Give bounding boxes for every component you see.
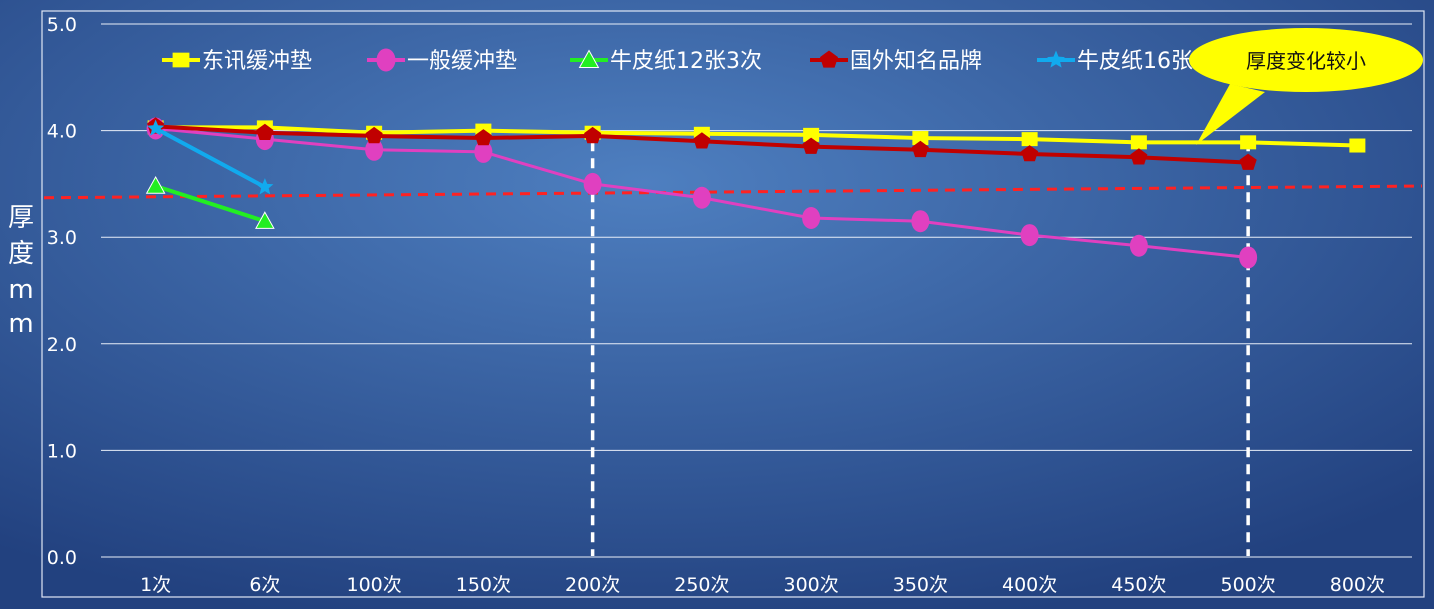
pentagon-marker [584,126,602,144]
pentagon-marker [365,126,383,144]
x-tick-label: 350次 [893,574,948,596]
plot-border [41,10,1425,598]
square-marker [1021,132,1038,147]
x-tick-label: 500次 [1220,574,1275,596]
square-marker [1130,135,1147,150]
star-marker [147,119,165,136]
circle-marker [1129,234,1148,257]
square-marker [912,131,929,146]
legend-item: 国外知名品牌 [810,49,982,74]
x-tick-label: 300次 [783,574,838,596]
square-marker [1349,138,1366,153]
square-marker [803,127,820,142]
callout-bubble [1189,28,1423,92]
circle-marker [474,140,493,163]
x-tick-label: 250次 [674,574,729,596]
legend-label: 牛皮纸12张3次 [610,49,762,74]
circle-marker [802,207,821,230]
series-line [154,126,266,189]
circle-marker [376,48,396,72]
y-axis-label-char: 厚 [8,203,34,233]
series-star [147,119,274,195]
pentagon-marker [256,123,274,140]
star-marker [256,178,274,195]
square-marker [1240,135,1257,150]
series-triangle [145,176,275,229]
x-tick-label: 1次 [140,574,171,596]
pentagon-marker [802,137,820,154]
y-tick-label: 0.0 [47,547,77,569]
y-axis-label-char: m [8,309,33,339]
x-tick-label: 800次 [1330,574,1385,596]
legend-label: 国外知名品牌 [850,49,982,74]
series-line [155,184,266,224]
circle-marker [1239,246,1258,269]
x-tick-label: 200次 [565,574,620,596]
pentagon-marker [474,129,492,146]
legend-item: 东讯缓冲垫 [162,49,312,74]
circle-marker [692,186,711,209]
pentagon-marker [1239,153,1257,170]
y-tick-label: 5.0 [47,14,77,36]
x-tick-label: 150次 [456,574,511,596]
y-tick-label: 3.0 [47,227,77,249]
pentagon-marker [693,132,711,149]
callout-text: 厚度变化较小 [1246,49,1366,73]
reference-dashed-line [43,184,1423,200]
circle-marker [583,172,602,195]
circle-marker [911,210,930,233]
x-tick-label: 100次 [346,574,401,596]
square-marker [172,52,190,68]
y-axis-label-char: m [8,275,33,305]
y-tick-label: 1.0 [47,440,77,462]
pentagon-marker [911,140,929,158]
callout-pointer [1196,84,1265,145]
legend-item: 牛皮纸12张3次 [570,49,762,74]
legend-label: 一般缓冲垫 [407,49,517,74]
x-tick-label: 450次 [1111,574,1166,596]
pentagon-marker [1130,148,1148,165]
pentagon-marker [820,50,838,68]
triangle-marker [255,211,275,229]
pentagon-marker [1021,145,1039,162]
y-tick-label: 2.0 [47,334,77,356]
circle-marker [365,138,384,161]
triangle-marker [145,176,166,194]
series-line [155,125,1358,148]
x-tick-label: 400次 [1002,574,1057,596]
legend-item: 一般缓冲垫 [367,48,517,74]
y-axis-label-char: 度 [8,239,34,269]
circle-marker [1020,224,1039,247]
x-tick-label: 6次 [249,574,280,596]
triangle-marker [578,49,600,69]
legend-label: 东讯缓冲垫 [202,49,312,74]
star-marker [1047,50,1065,68]
y-tick-label: 4.0 [47,121,77,143]
series-pentagon [147,117,1257,170]
